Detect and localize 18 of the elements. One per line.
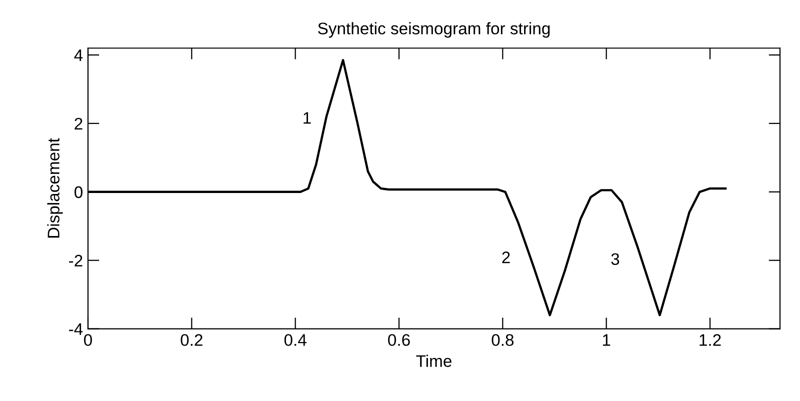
x-tick-label: 0.2: [180, 334, 202, 346]
y-tick-label: 2: [74, 118, 82, 130]
x-tick-label: 0.6: [388, 334, 410, 346]
y-tick-label: 4: [74, 50, 83, 62]
x-tick-label: 0.8: [492, 334, 514, 346]
x-tick-label: 0.4: [284, 334, 306, 346]
x-axis-title: Time: [416, 354, 452, 368]
x-tick-label: 0: [84, 334, 92, 346]
chart-title: Synthetic seismogram for string: [318, 22, 550, 38]
annotation: 1: [304, 112, 311, 124]
x-tick-label: 1: [602, 334, 610, 346]
y-tick-label: -4: [69, 323, 83, 335]
x-tick-label: 1.2: [700, 334, 721, 346]
annotation: 3: [611, 253, 620, 266]
y-axis-title: Displacement: [47, 138, 63, 238]
y-tick-label: 0: [74, 186, 82, 198]
y-tick-label: -2: [69, 254, 82, 266]
annotation: 2: [502, 252, 510, 264]
